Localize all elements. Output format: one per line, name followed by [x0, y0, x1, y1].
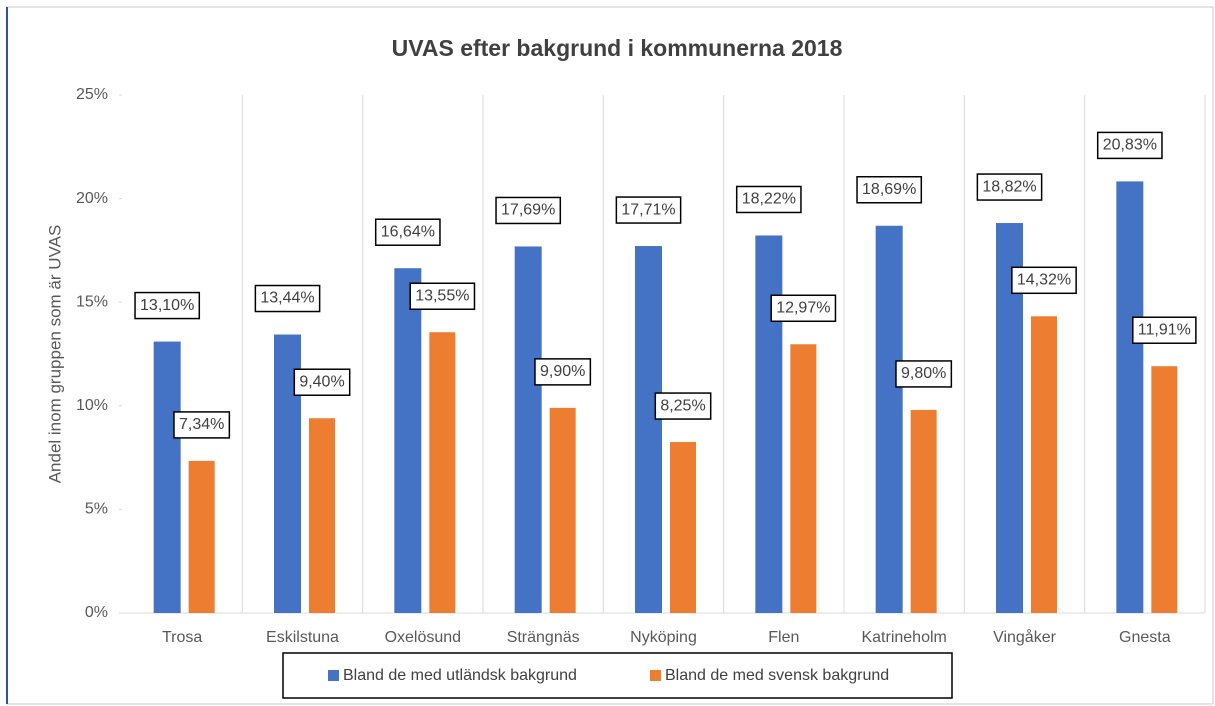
- data-label-box: [1011, 266, 1077, 295]
- bar: [1151, 366, 1178, 613]
- data-label: 18,82%: [982, 178, 1036, 195]
- bar: [790, 344, 817, 613]
- data-label: 12,97%: [776, 299, 830, 316]
- data-label-box: [134, 291, 201, 320]
- data-label-box: [254, 284, 321, 313]
- data-label-box: [495, 196, 562, 225]
- y-tick-label: 15%: [76, 293, 108, 310]
- x-tick-label: Gnesta: [1119, 629, 1171, 646]
- legend-box: [282, 652, 953, 699]
- bar: [1116, 181, 1144, 613]
- x-tick-label: Oxelösund: [385, 629, 462, 646]
- x-tick-label: Eskilstuna: [266, 629, 339, 646]
- bar: [429, 332, 456, 613]
- data-label: 16,64%: [381, 223, 435, 240]
- data-label-box: [976, 173, 1043, 201]
- y-axis-label: Andel inom gruppen som är UVAS: [45, 225, 64, 484]
- x-tick-label: Vingåker: [993, 628, 1057, 646]
- bar: [153, 341, 181, 613]
- data-label-box: [856, 175, 923, 204]
- data-label: 13,44%: [260, 290, 314, 307]
- data-label: 9,80%: [901, 365, 946, 382]
- data-label: 17,71%: [621, 201, 675, 218]
- bar: [549, 407, 576, 613]
- data-label: 14,32%: [1017, 272, 1071, 289]
- chart-title: UVAS efter bakgrund i kommunerna 2018: [392, 35, 843, 61]
- y-tick-label: 20%: [76, 190, 108, 207]
- legend-label: Bland de med svensk bakgrund: [665, 667, 889, 684]
- bar: [875, 225, 903, 613]
- data-label-box: [173, 411, 231, 439]
- y-tick-label: 25%: [76, 86, 108, 103]
- data-label: 17,69%: [501, 202, 555, 219]
- data-label-box: [293, 368, 351, 396]
- data-label: 18,69%: [862, 181, 916, 198]
- data-label-box: [534, 358, 592, 386]
- x-tick-label: Strängnäs: [507, 629, 580, 646]
- bar: [1031, 316, 1057, 613]
- y-tick-label: 10%: [76, 397, 108, 414]
- bar: [394, 268, 422, 613]
- bar: [188, 460, 215, 613]
- data-label-box: [1096, 131, 1163, 160]
- data-label: 18,22%: [742, 191, 796, 208]
- bar: [514, 246, 542, 613]
- legend-label: Bland de med utländsk bakgrund: [343, 667, 577, 684]
- bar: [755, 235, 783, 613]
- data-label-box: [735, 185, 802, 214]
- x-tick-label: Trosa: [162, 629, 202, 646]
- data-label-box: [654, 392, 712, 420]
- x-tick-label: Nyköping: [630, 629, 697, 646]
- x-tick-label: Flen: [768, 629, 799, 646]
- data-label: 11,91%: [1138, 321, 1191, 338]
- legend-swatch: [650, 670, 661, 681]
- data-label-box: [770, 294, 837, 323]
- data-label: 9,40%: [299, 373, 344, 390]
- bar: [670, 442, 696, 613]
- data-label: 13,10%: [140, 297, 194, 314]
- data-label-box: [374, 218, 441, 246]
- data-label: 13,55%: [415, 287, 469, 304]
- data-label: 8,25%: [660, 397, 705, 414]
- data-label: 20,83%: [1103, 137, 1157, 154]
- legend-swatch: [328, 670, 339, 681]
- bar: [635, 246, 662, 613]
- y-tick-label: 5%: [85, 501, 108, 518]
- data-label-box: [895, 360, 953, 388]
- data-label: 7,34%: [179, 416, 224, 433]
- bar: [309, 418, 335, 613]
- y-tick-label: 0%: [85, 604, 108, 621]
- bar: [910, 409, 937, 613]
- data-label-box: [1132, 316, 1197, 344]
- x-tick-label: Katrineholm: [861, 629, 946, 646]
- data-label-box: [409, 282, 476, 310]
- data-label-box: [615, 196, 682, 224]
- data-label: 9,90%: [540, 363, 585, 380]
